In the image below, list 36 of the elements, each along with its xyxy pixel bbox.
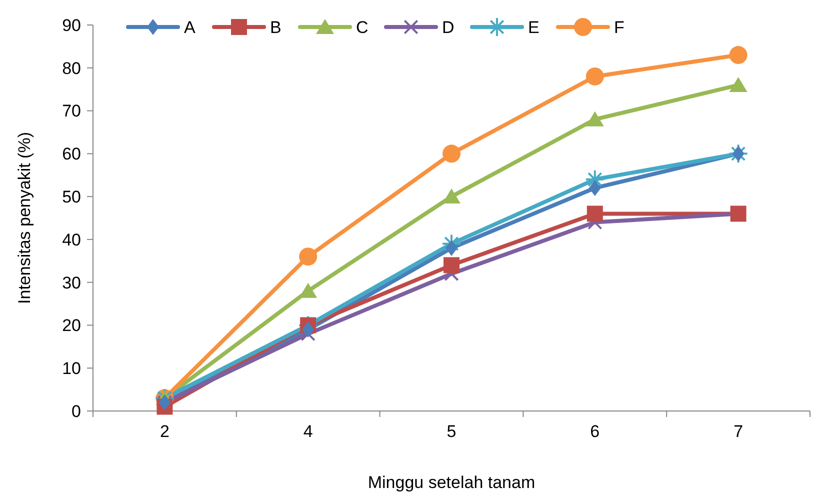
- point: [586, 67, 604, 86]
- legend-label: A: [184, 18, 196, 37]
- point: [729, 46, 748, 64]
- y-tick-label: 40: [62, 230, 81, 250]
- legend-label: E: [528, 18, 540, 37]
- point: [586, 111, 604, 126]
- y-tick-label: 80: [62, 58, 81, 78]
- x-tick-label: 4: [303, 422, 313, 441]
- point: [299, 248, 318, 266]
- y-tick-label: 90: [62, 16, 81, 35]
- y-tick-label: 10: [62, 359, 81, 378]
- x-tick-label: 2: [160, 422, 170, 441]
- point: [442, 144, 460, 163]
- y-tick-label: 0: [72, 402, 81, 421]
- point: [302, 322, 314, 338]
- y-tick-label: 60: [62, 144, 81, 164]
- y-tick-label: 30: [62, 273, 81, 292]
- y-tick-label: 20: [62, 316, 81, 336]
- x-axis-title: Minggu setelah tanam: [368, 473, 536, 492]
- point: [446, 240, 458, 256]
- x-tick-label: 5: [446, 422, 456, 441]
- point: [732, 146, 744, 162]
- x-tick-label: 6: [590, 422, 600, 441]
- legend-label: C: [356, 18, 368, 37]
- point: [729, 77, 748, 92]
- legend-label: F: [614, 18, 624, 37]
- y-axis-title: Intensitas penyakit (%): [15, 132, 34, 304]
- point: [588, 180, 601, 196]
- y-tick-label: 50: [62, 188, 81, 207]
- legend-label: B: [270, 18, 282, 37]
- point: [444, 257, 460, 274]
- point: [442, 188, 460, 204]
- x-tick-label: 7: [734, 422, 744, 441]
- point: [586, 206, 603, 222]
- y-tick-label: 70: [62, 102, 81, 121]
- legend-label: D: [442, 18, 454, 37]
